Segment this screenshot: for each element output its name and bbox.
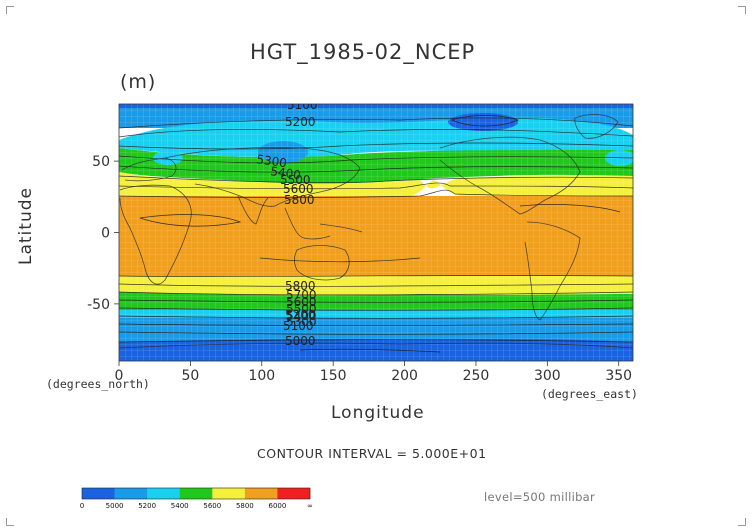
colorbar-swatch [277,488,311,499]
colorbar-tick-label: ∞ [307,502,313,510]
x-axis-unit-label: (degrees_east) [541,387,638,401]
contour-label: 5300 [286,315,317,329]
chart-title: HGT_1985-02_NCEP [250,40,476,64]
colorbar-tick-label: 5000 [106,502,124,510]
corner-mark-bottom-left [6,518,14,526]
contour-label: 5000 [285,334,316,348]
contour-label: 5600 [286,295,317,309]
contour-label: 5400 [286,309,317,323]
colorbar-frame [81,487,311,500]
x-tick-label: 350 [605,368,632,384]
contour-label: 5400 [270,164,302,182]
x-axis-ticks: 0 50 100 150 200 250 300 350 [115,361,632,384]
contour-label: 5500 [280,173,311,187]
x-tick-label: 0 [115,368,124,384]
units-label: (m) [120,71,157,93]
grid-overlay [119,104,633,361]
colorbar-tick-label: 5200 [138,502,156,510]
y-tick-label: 50 [92,154,110,170]
colorbar-swatch [179,488,213,499]
contour-label: 5800 [284,193,315,207]
colorbar-tick-label: 0 [80,502,84,510]
x-tick-label: 300 [534,368,561,384]
colorbar-tick-label: 5600 [203,502,221,510]
colorbar-swatch [82,488,115,499]
contour-label: 5100 [283,319,314,333]
x-tick-label: 50 [181,368,199,384]
contour-label: 5500 [286,302,317,316]
x-tick-label: 150 [320,368,347,384]
contour-lines [119,115,633,353]
colorbar: 0 5000 5200 5400 5600 5800 6000 ∞ [80,487,313,510]
contour-label: 5200 [285,115,316,129]
corner-mark-bottom-right [738,518,746,526]
colorbar-swatch [212,488,246,499]
contour-interval-text: CONTOUR INTERVAL = 5.000E+01 [257,446,487,461]
y-tick-label: 0 [101,226,110,242]
corner-mark-top-right [738,6,746,14]
x-tick-label: 200 [391,368,418,384]
colorbar-tick-label: 6000 [269,502,287,510]
contour-labels: 5100 5200 5300 5400 5500 5600 5800 5800 … [256,98,318,348]
contour-label: 5700 [286,288,317,302]
contour-label: 5200 [285,308,316,322]
y-axis-unit-label: (degrees_north) [46,377,150,391]
x-tick-label: 100 [248,368,275,384]
colorbar-swatch [147,488,181,499]
contour-label: 5600 [283,182,314,196]
x-tick-label: 250 [463,368,490,384]
coastlines [119,114,633,349]
colorbar-tick-label: 5800 [236,502,254,510]
corner-mark-top-left [6,6,14,14]
contour-label: 5100 [287,98,318,112]
y-axis-ticks: 50 0 -50 [87,154,119,313]
colorbar-swatch [244,488,278,499]
contour-label: 5800 [285,279,316,293]
colorbar-tick-label: 5400 [171,502,189,510]
contour-label: 5300 [256,152,288,170]
colorbar-swatch [114,488,148,499]
y-tick-label: -50 [87,297,110,313]
level-text: level=500 millibar [484,490,596,504]
x-axis-label: Longitude [331,403,425,423]
